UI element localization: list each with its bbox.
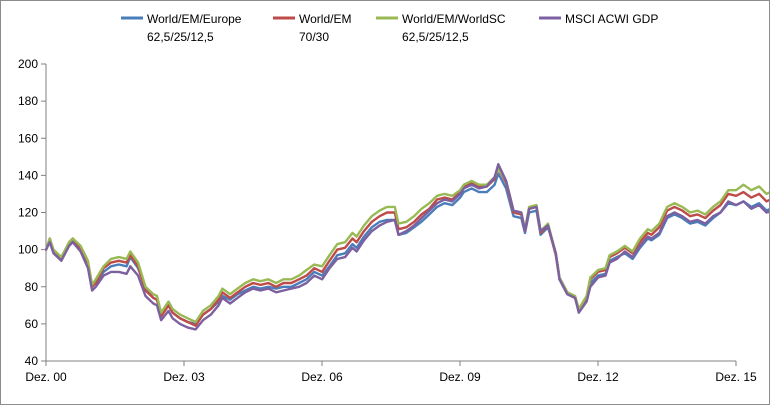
- x-tick-label: Dez. 12: [577, 370, 619, 384]
- y-tick-label: 180: [18, 94, 38, 108]
- x-axis: Dez. 00 Dez. 03 Dez. 06 Dez. 09 Dez. 12 Dez. …: [25, 360, 757, 384]
- x-tick-label: Dez. 00: [25, 370, 67, 384]
- x-tick-label: Dez. 06: [301, 370, 343, 384]
- legend-label: World/EM: [299, 12, 351, 26]
- y-tick-label: 60: [25, 317, 39, 331]
- legend-label: World/EM/Europe: [147, 12, 242, 26]
- series-line-3: [44, 166, 770, 324]
- y-axis: 40 60 80 100 120 140 160 180 200: [18, 57, 47, 368]
- series-line-4: [44, 163, 770, 331]
- legend-label: MSCI ACWI GDP: [565, 12, 658, 26]
- y-tick-label: 200: [18, 57, 38, 71]
- legend-sublabel: 62,5/25/12,5: [147, 30, 214, 44]
- plot-area: [44, 163, 770, 331]
- y-tick-label: 120: [18, 206, 38, 220]
- y-tick-label: 80: [25, 280, 39, 294]
- legend: World/EM/Europe 62,5/25/12,5 World/EM 70/30…: [121, 12, 658, 44]
- y-tick-label: 40: [25, 354, 39, 368]
- y-tick-label: 140: [18, 168, 38, 182]
- y-tick-label: 160: [18, 131, 38, 145]
- y-tick-label: 100: [18, 243, 38, 257]
- x-tick-label: Dez. 09: [439, 370, 481, 384]
- legend-sublabel: 62,5/25/12,5: [402, 30, 469, 44]
- series-line-2: [44, 166, 770, 327]
- legend-sublabel: 70/30: [299, 30, 329, 44]
- legend-label: World/EM/WorldSC: [402, 12, 506, 26]
- x-tick-label: Dez. 15: [715, 370, 757, 384]
- x-tick-label: Dez. 03: [163, 370, 205, 384]
